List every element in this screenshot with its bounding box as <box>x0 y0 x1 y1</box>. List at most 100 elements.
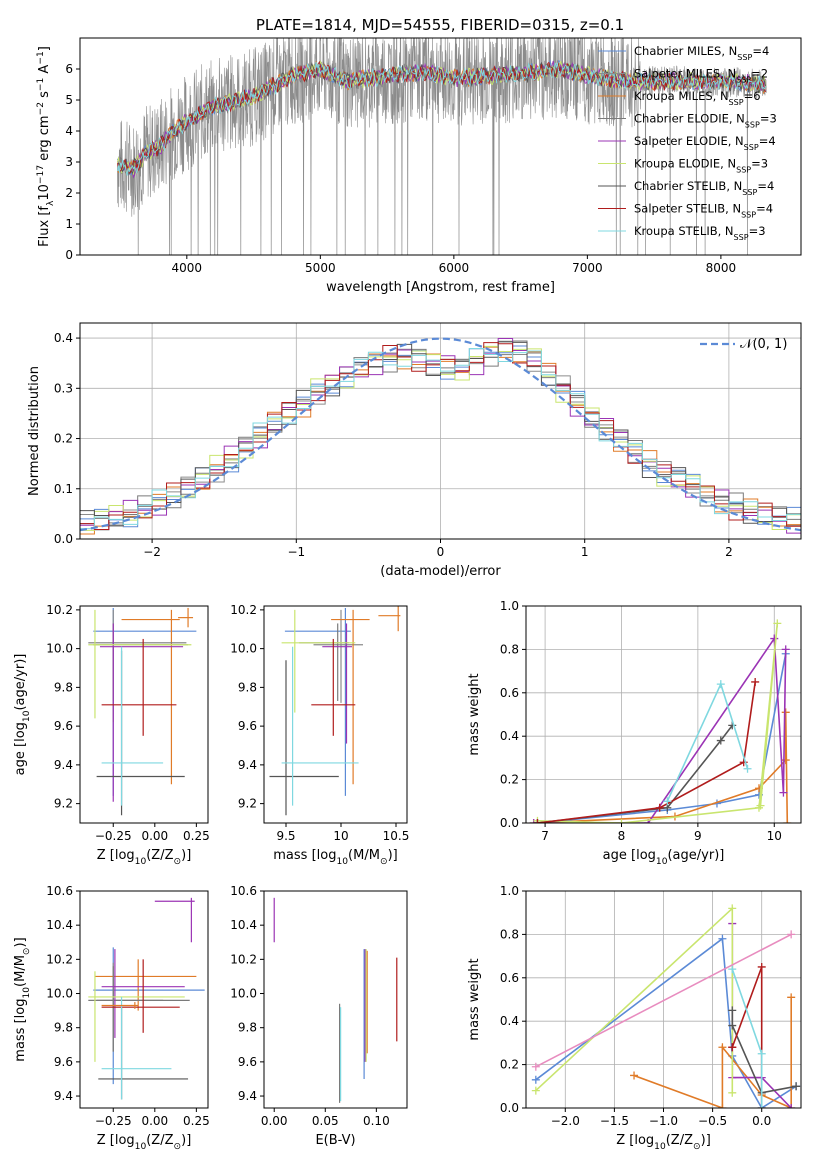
y-tick-label: 0.8 <box>500 642 519 656</box>
y-tick-label: 1.0 <box>500 884 519 898</box>
x-tick-label: 0.00 <box>141 1114 168 1128</box>
x-axis-label: Z [log10(Z/Z⊙)] <box>97 1133 192 1152</box>
normal-legend-label: 𝒩(0, 1) <box>740 337 787 352</box>
mass-vs-metallicity-panel: −0.25 0.00 0.25 9.4 9.6 9.8 10.0 10.2 10.4 10.6 Z … <box>13 884 210 1152</box>
age-vs-mass-panel: 9.5 10 10.5 9.2 9.4 9.6 9.8 10.0 10.2 mass [log10… <box>230 603 409 867</box>
y-tick-label: 6 <box>65 62 73 76</box>
x-tick-label: 0.10 <box>363 1114 390 1128</box>
mass-weight-marker <box>757 1049 766 1058</box>
mass-weight-marker <box>787 1104 796 1108</box>
x-tick-label: 4000 <box>172 261 203 275</box>
mass-weight-marker <box>531 1086 540 1095</box>
mass-weight-line <box>731 1010 797 1094</box>
x-axis-label: (data-model)/error <box>380 564 501 579</box>
y-tick-label: 9.4 <box>54 1089 73 1103</box>
y-tick-label: 1.0 <box>500 599 519 613</box>
mass-weight-line <box>537 653 787 823</box>
legend-label: Chabrier MILES, NSSP=4 <box>634 44 769 62</box>
mass-weight-marker <box>728 965 737 974</box>
x-tick-label: 0.05 <box>312 1114 339 1128</box>
plot-area <box>80 337 801 539</box>
plot-area <box>88 607 197 816</box>
x-tick-label: −1 <box>287 545 305 559</box>
legend-label: Chabrier ELODIE, NSSP=3 <box>634 112 777 130</box>
y-tick-label: 9.8 <box>238 1021 257 1035</box>
y-tick-label: 10.0 <box>230 987 257 1001</box>
x-tick-label: 9 <box>694 829 702 843</box>
residual-histogram-panel: −2 −1 0 1 2 0.0 0.1 0.2 0.3 0.4 (data-model)/error… <box>27 322 802 579</box>
y-tick-label: 10.4 <box>46 918 73 932</box>
mass-weight-marker <box>718 934 727 943</box>
y-tick-label: 10.2 <box>46 952 73 966</box>
legend-label: Salpeter ELODIE, NSSP=4 <box>634 134 776 152</box>
y-tick-label: 9.8 <box>54 1021 73 1035</box>
model-fit-line <box>116 60 767 176</box>
x-axis-label: age [log10(age/yr)] <box>603 848 725 867</box>
legend-label: Salpeter STELIB, NSSP=4 <box>634 202 773 220</box>
y-tick-label: 10.4 <box>230 918 257 932</box>
x-tick-label: 10 <box>767 829 782 843</box>
mass-weight-line <box>537 724 733 823</box>
x-tick-label: 0 <box>437 545 445 559</box>
x-tick-label: 10.5 <box>383 829 410 843</box>
x-tick-label: 7000 <box>572 261 603 275</box>
y-tick-label: 10.2 <box>230 603 257 617</box>
y-tick-label: 9.4 <box>238 1089 257 1103</box>
y-tick-label: 10.2 <box>230 952 257 966</box>
x-tick-label: 8 <box>618 829 626 843</box>
mass-vs-ebv-panel: 0.00 0.05 0.10 9.4 9.6 9.8 10.0 10.2 10.4 10.6 E(B… <box>230 884 408 1148</box>
mass-weight-marker <box>770 634 779 643</box>
mass-weight-marker <box>531 1075 540 1084</box>
mass-weight-marker <box>757 962 766 971</box>
mass-weight-marker <box>663 797 672 806</box>
axes-frame <box>79 37 802 256</box>
mass-weight-marker <box>783 819 792 823</box>
plot-area <box>269 606 401 816</box>
y-tick-label: 10.0 <box>230 642 257 656</box>
y-tick-label: 0.2 <box>54 432 73 446</box>
y-tick-label: 0.4 <box>500 1014 519 1028</box>
y-tick-label: 9.2 <box>238 797 257 811</box>
x-tick-label: 0.00 <box>261 1114 288 1128</box>
model-fit-line <box>116 61 767 176</box>
plot-area <box>273 897 398 1103</box>
age-vs-metallicity-panel: −0.25 0.00 0.25 9.2 9.4 9.6 9.8 10.0 10.2 Z [log1… <box>13 603 210 867</box>
mass-weight-marker <box>728 1021 737 1030</box>
x-axis-label: mass [log10(M/M⊙)] <box>273 848 397 867</box>
y-axis-label: mass weight <box>467 958 482 1040</box>
legend-label: Kroupa MILES, NSSP=6 <box>634 89 761 107</box>
x-axis-label: E(B-V) <box>315 1133 355 1148</box>
x-tick-label: −0.25 <box>95 1114 132 1128</box>
x-tick-label: 0.00 <box>141 829 168 843</box>
y-tick-label: 9.8 <box>238 680 257 694</box>
axes-frame <box>525 605 802 824</box>
y-tick-label: 1 <box>65 217 73 231</box>
mass-weight-marker <box>728 904 737 913</box>
figure-title: PLATE=1814, MJD=54555, FIBERID=0315, z=0… <box>256 16 624 34</box>
x-tick-label: 0.25 <box>183 1114 210 1128</box>
mass-weight-marker <box>728 1006 737 1015</box>
mass-weight-marker <box>781 708 790 717</box>
mass-weight-line <box>537 623 779 823</box>
axes-frame <box>263 605 408 824</box>
axes-frame <box>79 605 209 824</box>
observed-spectrum-line <box>117 38 767 255</box>
mass-weight-marker <box>718 1043 727 1052</box>
x-tick-label: −2 <box>143 545 161 559</box>
legend-label: Chabrier STELIB, NSSP=4 <box>634 179 774 197</box>
y-tick-label: 0.1 <box>54 482 73 496</box>
y-tick-label: 9.4 <box>238 758 257 772</box>
y-tick-label: 9.2 <box>54 797 73 811</box>
histogram-step-line <box>80 341 801 539</box>
x-tick-label: 7 <box>541 829 549 843</box>
mass-weight-marker <box>533 819 542 823</box>
x-tick-label: −1.0 <box>649 1114 678 1128</box>
x-tick-label: −2.0 <box>551 1114 580 1128</box>
normal-curve-line <box>80 337 801 532</box>
x-tick-label: 10 <box>333 829 348 843</box>
legend-label: Kroupa ELODIE, NSSP=3 <box>634 157 768 175</box>
mass-weight-marker <box>787 930 796 939</box>
mass-weight-line <box>535 933 792 1068</box>
y-tick-label: 4 <box>65 124 73 138</box>
y-tick-label: 0.0 <box>54 532 73 546</box>
